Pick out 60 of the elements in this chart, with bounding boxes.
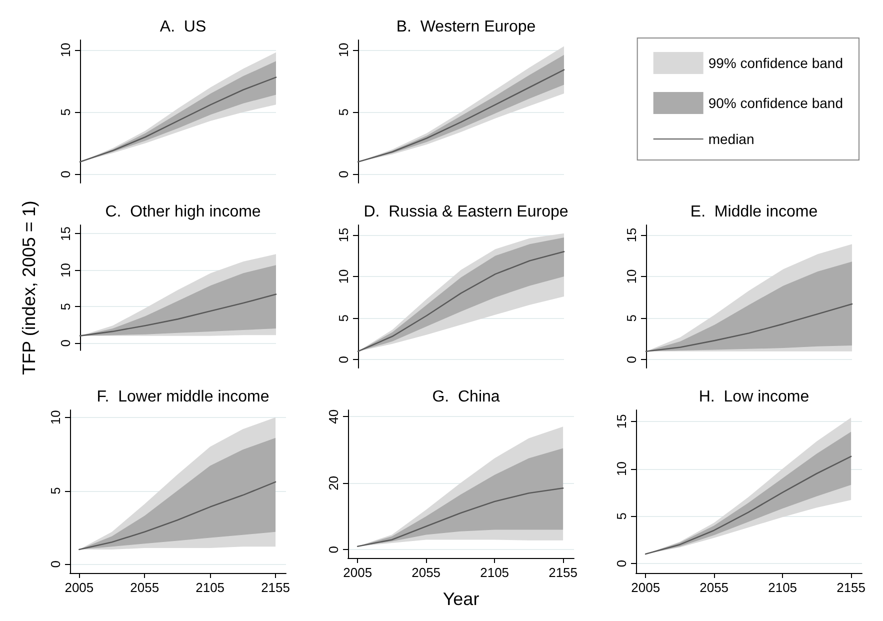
- y-tick-label: 0: [624, 356, 639, 364]
- y-tick-label: 10: [58, 262, 73, 278]
- chart-title: E. Middle income: [690, 204, 818, 220]
- chart-title: H. Low income: [698, 388, 810, 406]
- legend-label: 90% confidence band: [708, 95, 844, 111]
- y-tick-label: 0: [58, 170, 73, 178]
- x-tick-label: 2055: [412, 565, 441, 580]
- y-tick-label: 0: [614, 560, 629, 568]
- x-tick-label: 2105: [480, 565, 510, 580]
- y-tick-label: 0: [336, 356, 351, 364]
- line-series: [79, 294, 277, 336]
- line-series: [356, 488, 564, 548]
- y-tick-label: 10: [58, 42, 73, 58]
- chart-title: D. Russia & Eastern Europe: [364, 204, 568, 220]
- y-tick-label: 0: [336, 170, 351, 178]
- y-tick-label: 15: [58, 226, 73, 241]
- y-tick-label: 0: [48, 560, 63, 568]
- y-tick-label: 10: [614, 462, 629, 476]
- y-tick-label: 5: [614, 512, 629, 520]
- x-tick-label: 2155: [261, 580, 290, 595]
- y-tick-label: 5: [48, 487, 63, 494]
- y-tick-label: 5: [624, 314, 639, 322]
- x-tick-label: 2055: [700, 580, 729, 595]
- y-tick-label: 15: [624, 228, 639, 242]
- y-tick-label: 20: [326, 476, 341, 490]
- y-tick-label: 10: [336, 269, 351, 284]
- chart-title: G. China: [432, 388, 500, 406]
- y-tick-label: 10: [336, 42, 351, 58]
- chart-title: F. Lower middle income: [96, 388, 270, 406]
- x-tick-label: 2155: [836, 580, 866, 595]
- chart-title: C. Other high income: [105, 204, 261, 220]
- y-tick-label: 15: [614, 414, 629, 429]
- line-series: [79, 76, 277, 163]
- y-tick-label: 5: [336, 108, 351, 116]
- y-tick-label: 40: [326, 409, 341, 424]
- y-tick-label: 15: [336, 228, 351, 242]
- x-tick-label: 2005: [631, 580, 660, 595]
- legend-label: 99% confidence band: [708, 55, 844, 71]
- legend-label: median: [708, 131, 754, 147]
- line-series: [78, 481, 276, 550]
- x-axis-title: Year: [442, 589, 480, 609]
- x-tick-label: 2105: [196, 580, 225, 595]
- y-tick-label: 0: [326, 546, 341, 554]
- y-tick-label: 5: [58, 108, 73, 116]
- x-tick-label: 2005: [343, 565, 372, 580]
- y-tick-label: 0: [58, 340, 73, 347]
- line-series: [645, 303, 853, 352]
- x-tick-label: 2055: [130, 580, 160, 595]
- chart-title: A. US: [160, 18, 206, 36]
- x-tick-label: 2105: [768, 580, 798, 595]
- x-tick-label: 2005: [64, 580, 94, 595]
- y-tick-label: 5: [336, 314, 351, 322]
- line-series: [644, 456, 852, 555]
- y-tick-label: 10: [624, 269, 639, 284]
- y-axis-title: TFP (index, 2005 = 1): [19, 200, 39, 375]
- x-tick-label: 2155: [548, 565, 578, 580]
- chart-title: B. Western Europe: [396, 18, 536, 36]
- y-tick-label: 10: [48, 410, 63, 425]
- line-series: [357, 69, 565, 163]
- y-tick-label: 5: [58, 303, 73, 310]
